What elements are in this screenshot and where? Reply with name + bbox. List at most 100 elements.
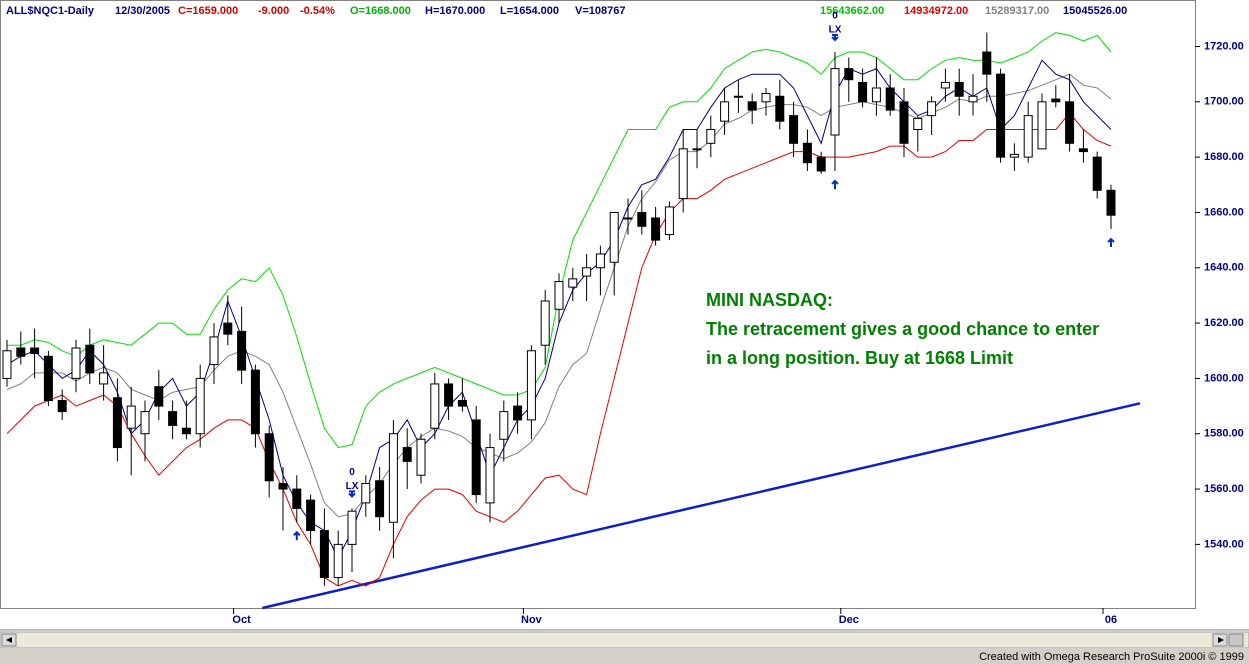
- header-readout: -0.54%: [300, 5, 335, 17]
- candle-body: [871, 87, 881, 103]
- candle-body: [168, 411, 178, 426]
- scroll-left-icon: [6, 637, 12, 643]
- candle-body: [747, 101, 757, 111]
- candle-body: [899, 101, 909, 144]
- candle-body: [361, 483, 371, 504]
- candle-body: [1009, 153, 1019, 158]
- exit-arrow: [348, 490, 356, 498]
- candle-body: [126, 405, 136, 429]
- indicator-readout: 14934972.00: [904, 5, 968, 17]
- candle-body: [582, 267, 592, 277]
- annotation: in a long position. Buy at 1668 Limit: [706, 348, 1013, 368]
- candle-body: [485, 447, 495, 504]
- header-readout: 12/30/2005: [115, 5, 170, 17]
- candle-body: [1078, 148, 1088, 153]
- scrollbar[interactable]: [0, 631, 1249, 649]
- x-tick-label: 06: [1105, 614, 1117, 626]
- x-tick-label: Oct: [232, 614, 251, 626]
- candle-body: [43, 355, 53, 402]
- exit-signal-label: 0: [349, 467, 355, 478]
- y-tick-label: 1580.00: [1204, 428, 1244, 440]
- candle-body: [913, 117, 923, 130]
- candle-body: [430, 383, 440, 429]
- indicator-line: [6, 112, 1112, 587]
- header-readout: V=108767: [575, 5, 625, 17]
- indicator-readout: 15643662.00: [820, 5, 884, 17]
- candle-body: [444, 383, 454, 407]
- y-tick-label: 1640.00: [1204, 262, 1244, 274]
- candle-body: [595, 253, 605, 269]
- candle-body: [1092, 156, 1102, 191]
- candle-body: [775, 95, 785, 122]
- candle-body: [402, 447, 412, 462]
- footer: Created with Omega Research ProSuite 200…: [979, 651, 1244, 663]
- candle-body: [1051, 98, 1061, 103]
- candle-body: [637, 211, 647, 227]
- candle-body: [513, 405, 523, 421]
- header-readout: L=1654.000: [500, 5, 559, 17]
- annotation: The retracement gives a good chance to e…: [706, 319, 1099, 339]
- header-readout: H=1670.000: [425, 5, 485, 17]
- scroll-track[interactable]: [0, 631, 1249, 649]
- candle-body: [816, 156, 826, 172]
- candle-body: [85, 344, 95, 374]
- scroll-thumb[interactable]: [1228, 633, 1244, 647]
- candle-body: [706, 128, 716, 144]
- candle-body: [761, 93, 771, 103]
- candle-body: [209, 336, 219, 366]
- x-tick-label: Nov: [521, 614, 543, 626]
- candle-body: [789, 115, 799, 144]
- candle-body: [181, 427, 191, 435]
- indicator-readout: 15045526.00: [1063, 5, 1127, 17]
- candle-body: [802, 142, 812, 164]
- chart-title: ALL$NQC1-Daily: [6, 5, 95, 17]
- candle-body: [927, 101, 937, 117]
- candle-body: [278, 483, 288, 490]
- candle-body: [982, 51, 992, 75]
- x-tick-label: Dec: [839, 614, 859, 626]
- indicator-line: [6, 59, 1112, 560]
- candle-body: [471, 419, 481, 496]
- candle-body: [375, 480, 385, 518]
- indicator-readout: 15289317.00: [985, 5, 1049, 17]
- exit-arrow: [831, 34, 839, 42]
- candle-body: [388, 433, 398, 523]
- candle-body: [2, 350, 12, 379]
- candle-body: [526, 350, 536, 421]
- candle-body: [292, 488, 302, 509]
- candle-body: [664, 206, 674, 236]
- candle-body: [416, 438, 426, 476]
- annotation: MINI NASDAQ:: [706, 290, 833, 310]
- candle-body: [844, 68, 854, 81]
- candle-body: [554, 281, 564, 310]
- candle-body: [540, 300, 550, 346]
- candle-body: [651, 217, 661, 241]
- y-tick-label: 1600.00: [1204, 372, 1244, 384]
- candle-body: [195, 377, 205, 435]
- entry-arrow: [293, 530, 301, 541]
- candle-body: [99, 372, 109, 385]
- candle-body: [499, 411, 509, 440]
- candle-body: [223, 322, 233, 335]
- candle-body: [333, 543, 343, 579]
- candle-body: [568, 278, 578, 288]
- candle-body: [1023, 115, 1033, 158]
- entry-arrow: [1107, 237, 1115, 248]
- candle-body: [678, 148, 688, 200]
- y-tick-label: 1660.00: [1204, 206, 1244, 218]
- candle-body: [347, 510, 357, 545]
- candle-body: [885, 87, 895, 111]
- y-tick-label: 1560.00: [1204, 483, 1244, 495]
- candle-body: [237, 330, 247, 371]
- candle-body: [457, 400, 467, 407]
- candle-body: [954, 81, 964, 97]
- entry-arrow: [831, 179, 839, 189]
- candle-body: [154, 386, 164, 407]
- exit-signal-label: LX: [829, 25, 842, 36]
- header-readout: -9.000: [258, 5, 289, 17]
- y-tick-label: 1620.00: [1204, 317, 1244, 329]
- candle-body: [1065, 101, 1075, 144]
- indicator-line: [6, 73, 1112, 518]
- candle-body: [71, 347, 81, 379]
